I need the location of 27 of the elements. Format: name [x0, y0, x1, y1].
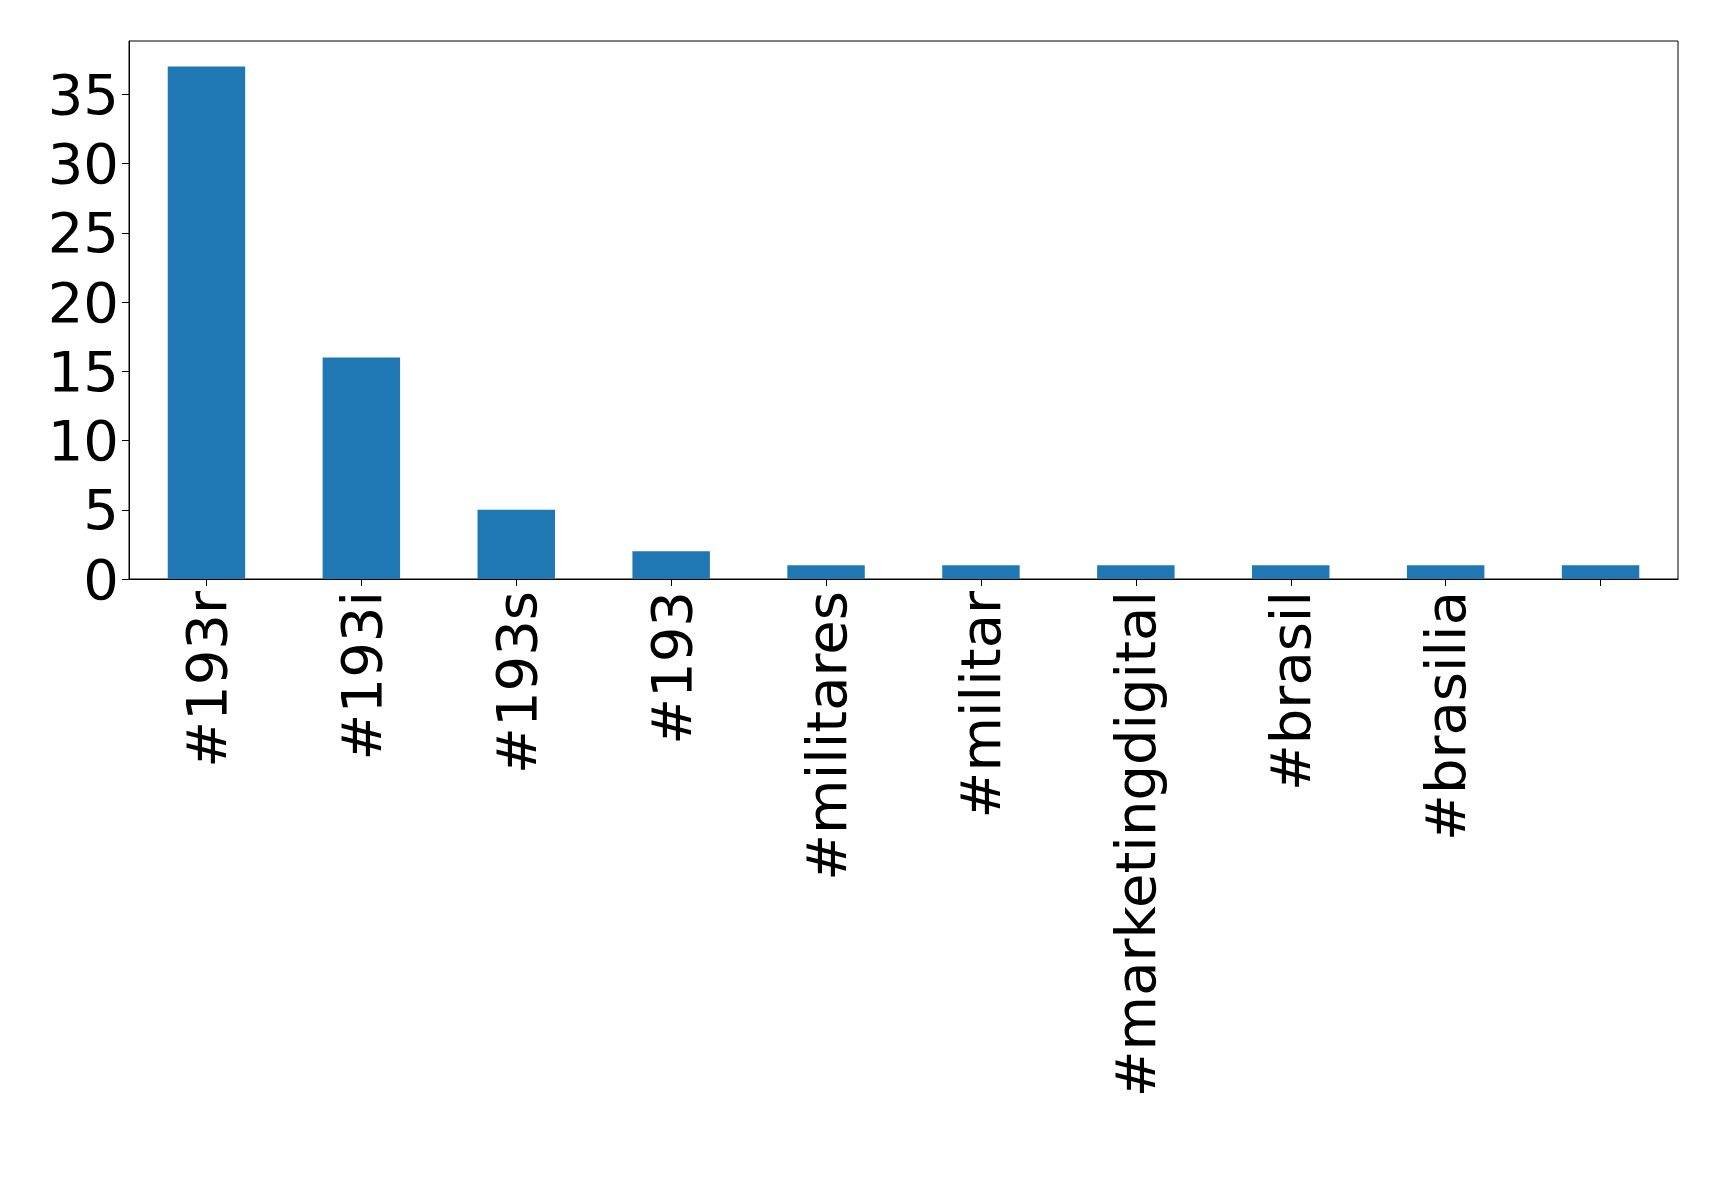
y-tick-label: 15: [47, 338, 119, 404]
x-tick-label: #militares: [793, 591, 859, 881]
bar: [1561, 565, 1640, 579]
y-tick-label: 10: [47, 408, 119, 474]
x-tick-label: #193r: [173, 590, 239, 768]
x-tick-label: #marketingdigital: [1103, 591, 1169, 1098]
bar: [1406, 565, 1485, 579]
x-tick-label: #193i: [328, 591, 394, 761]
y-tick-label: 30: [47, 131, 119, 197]
x-tick-label: #brasil: [1258, 591, 1324, 792]
bar: [1252, 565, 1330, 579]
x-tick-label: #militar: [948, 590, 1014, 819]
bar: [167, 66, 246, 579]
bar: [942, 565, 1020, 579]
y-tick-label: 5: [83, 477, 119, 543]
x-tick-label: #193: [638, 591, 704, 745]
bar: [632, 551, 710, 579]
y-tick-label: 25: [47, 200, 119, 266]
bar: [787, 565, 865, 579]
y-tick-label: 35: [47, 61, 119, 127]
bar: [477, 509, 555, 579]
x-tick-label: #193s: [483, 591, 549, 774]
y-tick-label: 20: [47, 269, 119, 335]
x-tick-label: #brasilia: [1413, 591, 1479, 841]
bar: [322, 357, 401, 579]
bar: [1097, 565, 1175, 579]
y-tick-label: 0: [83, 546, 119, 612]
